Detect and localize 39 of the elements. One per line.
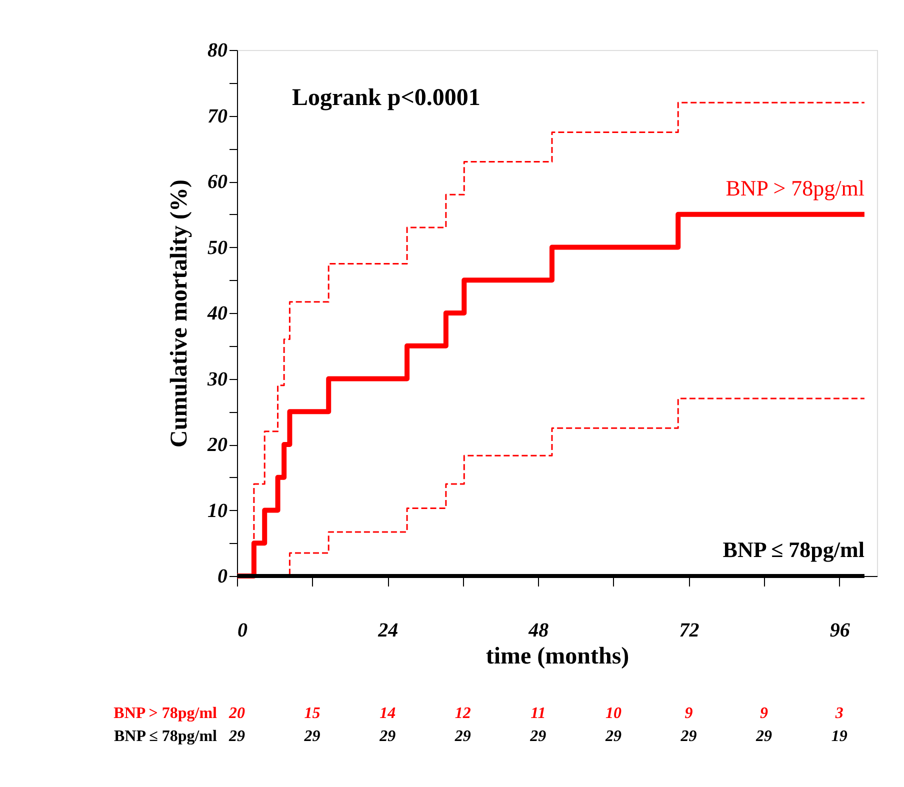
text: 11	[530, 705, 546, 722]
series-label: BNP ≤ 78pg/ml	[722, 537, 864, 562]
text: BNP > 78pg/ml	[114, 705, 218, 722]
series-label: BNP > 78pg/ml	[726, 175, 864, 200]
y-tick-label: 80	[208, 40, 228, 62]
text: 3	[834, 705, 844, 722]
y-tick-label: 30	[206, 368, 228, 390]
y-tick-label: 0	[218, 566, 228, 588]
text: 29	[755, 728, 772, 745]
x-tick-label: 96	[830, 620, 850, 642]
text: 29	[680, 728, 697, 745]
x-axis-title: time (months)	[486, 644, 630, 670]
text: 9	[684, 705, 693, 722]
y-axis-title: Cumulative mortality (%)	[166, 180, 192, 448]
x-tick-label: 72	[679, 620, 700, 642]
text: 20	[228, 705, 245, 722]
text: 29	[378, 728, 396, 745]
x-tick-label: 48	[528, 620, 549, 642]
x-tick-label: 0	[238, 620, 248, 642]
text: 14	[380, 705, 396, 722]
text: 29	[303, 728, 320, 745]
text: 10	[605, 705, 622, 722]
y-tick-label: 40	[206, 302, 228, 324]
annotation: Logrank p<0.0001	[292, 85, 480, 111]
text: 19	[831, 728, 848, 745]
y-tick-label: 50	[208, 236, 228, 259]
text: 29	[529, 728, 546, 745]
text: 9	[760, 705, 768, 722]
text: 12	[454, 705, 471, 722]
text: 29	[454, 728, 471, 745]
y-tick-label: 10	[208, 500, 228, 522]
x-tick-label: 24	[377, 620, 398, 642]
text: BNP ≤ 78pg/ml	[114, 728, 218, 745]
y-tick-label: 60	[208, 171, 228, 193]
y-tick-label: 70	[208, 105, 228, 128]
text: 15	[304, 705, 320, 722]
text: 29	[604, 728, 622, 745]
y-tick-label: 20	[206, 434, 228, 456]
text: 29	[228, 728, 245, 745]
